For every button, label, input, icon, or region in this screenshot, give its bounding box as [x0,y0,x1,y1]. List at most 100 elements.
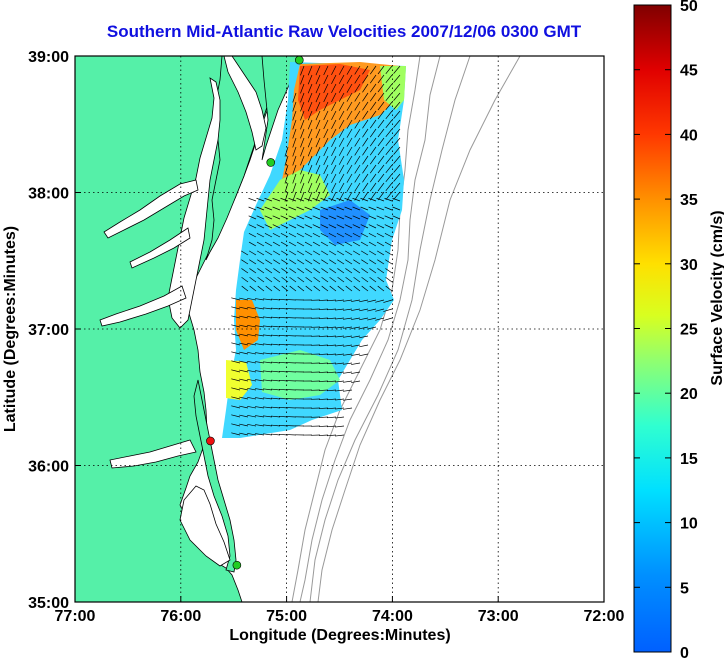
velocity-vector [307,164,313,175]
bathymetry-contours [291,56,521,602]
velocity-vector [292,155,297,166]
velocity-vector [292,164,297,175]
velocity-vector [352,241,361,247]
velocity-vector [338,182,345,192]
velocity-vector [272,233,281,238]
velocity-vector [255,433,265,436]
velocity-vector [273,268,281,274]
velocity-vector [318,434,329,436]
velocity-vector [272,197,281,202]
velocity-vector [320,241,329,247]
velocity-vector [313,259,321,265]
velocity-vector [239,387,249,391]
velocity-vector [323,173,329,184]
velocity-vector [346,128,353,138]
velocity-vector [255,397,265,400]
velocity-vector [257,259,265,265]
velocity-vector [354,128,361,138]
velocity-vector [362,110,369,120]
velocity-vector [336,206,345,211]
velocity-vector [369,285,377,292]
velocity-vector [271,397,281,400]
velocity-vector [263,433,273,436]
velocity-vector [328,224,337,229]
colorbar-tick-label: 50 [680,0,698,15]
velocity-vector [271,415,281,418]
velocity-vector [247,378,257,382]
inland-water [99,56,267,567]
velocity-vector [304,250,313,256]
velocity-vector [263,334,273,337]
velocity-vector [255,298,265,301]
velocity-vector [351,317,361,320]
velocity-vector [377,119,385,129]
velocity-vector [336,233,345,238]
velocity-vector [327,389,337,392]
hf-radar-stations [206,56,304,570]
velocity-vector [376,250,385,256]
velocity-vector [321,285,329,292]
velocity-vector [328,250,337,256]
velocity-vector [351,362,361,365]
velocity-vector [239,378,249,382]
velocity-vector [385,137,393,147]
velocity-vector [241,285,249,292]
velocity-vector [383,299,393,303]
grid-lines [75,56,604,602]
velocity-vector [343,389,353,392]
velocity-vector [343,398,353,401]
x-tick-label: 76:00 [160,608,201,625]
velocity-vector [338,110,345,120]
velocity-vector [360,250,369,256]
velocity-vector [361,276,369,283]
velocity-vector [315,173,321,184]
velocity-vector [327,299,337,302]
y-tick-label: 36:00 [28,459,69,476]
velocity-vector [393,173,401,182]
pamlico-sound [179,485,231,567]
velocity-vector [271,370,281,373]
velocity-vector [263,379,273,382]
velocity-vector [354,65,361,75]
velocity-vector [335,371,345,374]
velocity-vector [296,224,305,229]
velocity-vector [336,215,345,220]
velocity-vector [385,285,393,292]
velocity-vector [354,119,361,129]
velocity-vector [335,425,345,428]
velocity-vector [331,173,337,184]
velocity-vector [376,233,385,238]
velocity-vector [271,307,281,310]
velocity-vector [336,241,345,247]
velocity-vector [385,83,393,93]
velocity-vector [271,316,281,319]
velocity-vector [247,432,257,436]
velocity-vector [255,370,265,373]
velocity-vector [346,146,353,156]
velocity-vector [385,155,393,165]
velocity-vector [362,101,369,111]
velocity-vector [248,224,257,229]
velocity-vector [377,276,385,283]
velocity-vector [335,362,345,365]
velocity-vector [338,74,345,84]
velocity-vector [384,215,393,220]
velocity-vector [331,155,337,166]
velocity-vector [335,380,345,383]
velocity-vector [312,250,321,256]
velocity-vector [297,285,305,292]
velocity-vector [292,182,297,193]
velocity-vector [335,398,345,401]
velocity-vector [354,173,361,183]
velocity-vector [241,259,249,265]
velocity-vector [369,182,377,192]
velocity-vector [367,299,377,303]
x-axis-ticks: 77:00 76:00 75:00 74:00 73:00 72:00 [55,596,625,625]
velocity-vector [288,215,297,220]
velocity-vector [247,387,257,391]
velocity-vector [307,74,313,85]
velocity-vector [307,173,313,184]
velocity-vector [241,268,249,274]
velocity-vector [338,92,345,102]
velocity-vector [271,424,281,427]
